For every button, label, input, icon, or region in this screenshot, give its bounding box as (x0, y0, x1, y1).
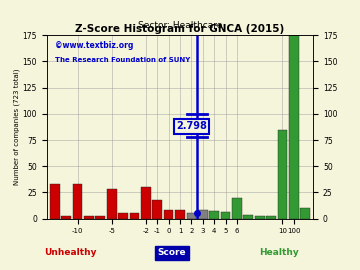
Bar (175, 210, 185, 219)
Text: ©www.textbiz.org: ©www.textbiz.org (55, 40, 133, 50)
Bar (255, 215, 265, 219)
Text: The Research Foundation of SUNY: The Research Foundation of SUNY (55, 57, 190, 63)
Bar (84, 215, 94, 219)
Bar (164, 210, 174, 219)
Text: Healthy: Healthy (259, 248, 298, 257)
Y-axis label: Number of companies (723 total): Number of companies (723 total) (13, 69, 20, 185)
Bar (278, 130, 287, 219)
Bar (186, 214, 196, 219)
Bar (221, 212, 230, 219)
Bar (107, 189, 117, 219)
Bar (61, 215, 71, 219)
Bar (50, 184, 60, 219)
Bar (130, 214, 139, 219)
Bar (198, 210, 208, 219)
Title: Z-Score Histogram for GNCA (2015): Z-Score Histogram for GNCA (2015) (75, 24, 285, 34)
Bar (95, 215, 105, 219)
Bar (141, 187, 151, 219)
Text: Score: Score (158, 248, 186, 257)
Bar (300, 208, 310, 219)
Bar (152, 200, 162, 219)
Bar (73, 184, 82, 219)
Bar (118, 214, 128, 219)
Bar (232, 198, 242, 219)
Bar (243, 214, 253, 219)
Bar (289, 35, 299, 219)
Bar (209, 211, 219, 219)
Text: Unhealthy: Unhealthy (45, 248, 97, 257)
Text: Sector: Healthcare: Sector: Healthcare (138, 21, 222, 30)
Text: 2.798: 2.798 (176, 122, 207, 131)
Bar (266, 215, 276, 219)
